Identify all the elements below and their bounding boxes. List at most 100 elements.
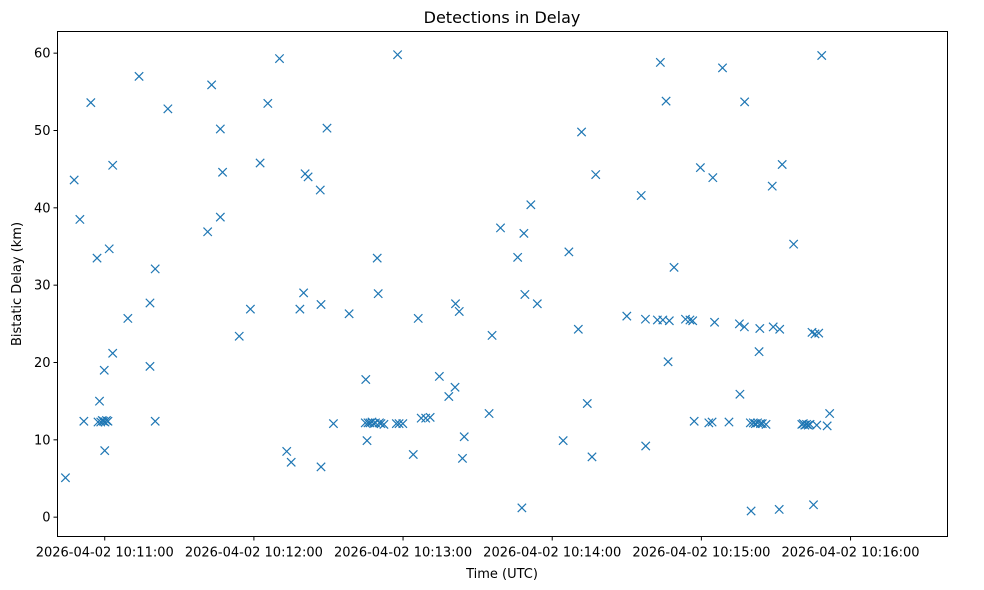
data-point	[245, 304, 256, 314]
data-point	[520, 289, 530, 300]
data-point	[591, 169, 601, 180]
y-tick-label: 10	[34, 433, 51, 448]
data-point	[344, 309, 354, 319]
data-point	[362, 435, 372, 446]
data-point	[640, 314, 651, 324]
y-axis-label: Bistatic Delay (km)	[10, 222, 25, 346]
data-point	[822, 421, 832, 431]
x-tick-label: 2026-04-02 10:14:00	[483, 546, 621, 561]
data-point	[328, 418, 339, 429]
data-point	[664, 316, 674, 326]
x-tick-label: 2026-04-02 10:12:00	[185, 546, 323, 561]
data-point	[376, 418, 386, 429]
data-point	[558, 435, 568, 446]
y-axis: 0 10 20 30 40 50 60	[34, 47, 58, 526]
data-point	[86, 98, 96, 108]
data-point	[263, 98, 273, 109]
data-point	[286, 457, 296, 467]
data-point	[754, 347, 764, 357]
data-point	[416, 413, 426, 423]
x-axis-label: Time (UTC)	[465, 567, 538, 582]
data-point	[576, 127, 587, 137]
data-point	[484, 408, 494, 419]
data-point	[755, 323, 765, 334]
data-point	[394, 418, 404, 429]
data-point	[708, 173, 718, 183]
data-point	[282, 446, 292, 457]
data-point	[724, 417, 734, 427]
data-point	[564, 247, 574, 257]
data-point	[669, 262, 679, 272]
data-point	[217, 167, 228, 177]
data-point	[100, 446, 110, 456]
data-point	[808, 500, 819, 510]
data-point	[303, 172, 313, 182]
data-point	[519, 228, 529, 238]
data-point	[587, 452, 597, 462]
data-point	[434, 371, 444, 382]
plot-frame	[57, 31, 948, 537]
data-point	[316, 462, 326, 472]
data-point	[108, 160, 118, 170]
data-point	[398, 418, 408, 429]
data-point	[459, 432, 469, 442]
data-point	[413, 313, 423, 324]
data-point	[717, 63, 728, 73]
data-point	[487, 330, 497, 341]
data-point	[450, 299, 461, 309]
data-point	[163, 104, 173, 114]
data-point	[801, 419, 812, 429]
data-point	[450, 382, 460, 392]
data-points	[60, 50, 835, 516]
data-point	[655, 57, 665, 68]
data-point	[361, 374, 371, 385]
data-point	[203, 227, 213, 237]
data-point	[408, 449, 418, 460]
data-point	[817, 50, 827, 61]
data-point	[704, 418, 714, 428]
data-point	[391, 418, 401, 429]
data-point	[641, 441, 651, 451]
data-point	[757, 418, 767, 429]
data-point	[298, 288, 309, 298]
data-point	[661, 96, 671, 106]
data-point	[768, 322, 778, 332]
data-point	[663, 357, 673, 367]
data-point	[75, 214, 85, 225]
data-point	[495, 223, 506, 233]
data-point	[145, 298, 155, 308]
data-point	[234, 331, 244, 341]
data-point	[761, 419, 771, 429]
chart-title: Detections in Delay	[424, 8, 581, 27]
data-point	[425, 412, 435, 423]
data-point	[454, 306, 464, 317]
x-tick-label: 2026-04-02 10:16:00	[782, 546, 920, 561]
data-point	[215, 212, 225, 222]
data-point	[392, 50, 403, 60]
data-point	[526, 200, 536, 210]
data-point	[123, 313, 133, 324]
data-point	[513, 252, 523, 262]
x-axis: 2026-04-02 10:11:00 2026-04-02 10:12:00 20…	[36, 536, 920, 561]
data-point	[215, 124, 225, 134]
data-point	[150, 416, 160, 426]
data-point	[777, 159, 787, 170]
data-point	[707, 417, 717, 427]
data-point	[573, 324, 583, 334]
data-point	[60, 473, 71, 483]
data-point	[746, 506, 756, 516]
data-point	[688, 316, 698, 326]
data-point	[775, 324, 785, 334]
data-point	[517, 503, 527, 513]
x-tick-label: 2026-04-02 10:11:00	[36, 546, 174, 561]
y-tick-label: 0	[42, 511, 50, 526]
data-point	[767, 181, 777, 191]
data-point	[150, 264, 160, 274]
data-point	[79, 416, 89, 426]
data-point	[207, 80, 217, 90]
data-point	[735, 389, 745, 399]
x-tick-label: 2026-04-02 10:13:00	[334, 546, 472, 561]
data-point	[622, 311, 632, 321]
